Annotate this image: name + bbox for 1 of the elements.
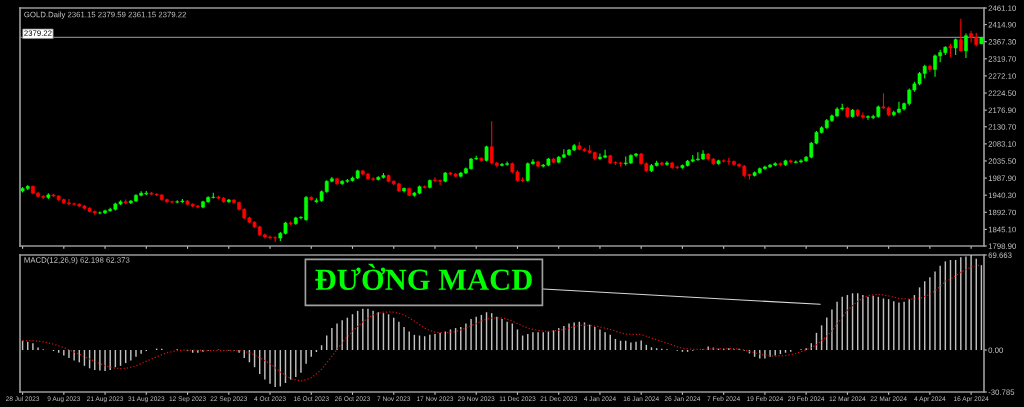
annotation: ĐƯỜNG MACD — [315, 263, 532, 291]
